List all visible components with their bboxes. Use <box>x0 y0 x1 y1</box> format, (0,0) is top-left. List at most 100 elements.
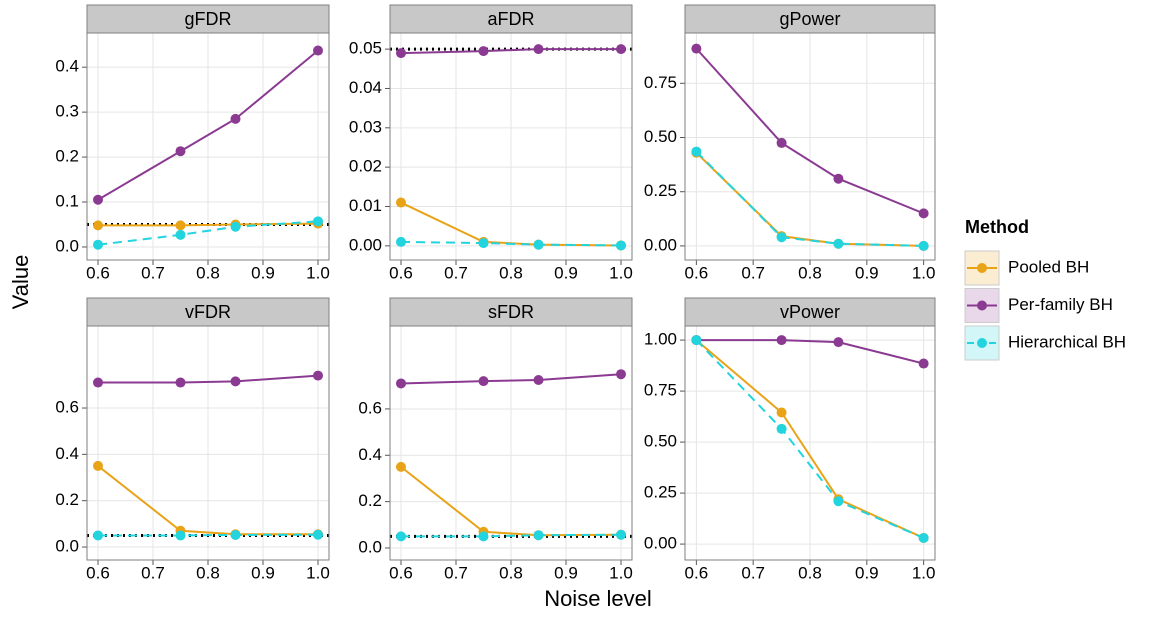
data-point <box>93 460 103 471</box>
x-tick-label: 0.6 <box>86 563 110 582</box>
x-tick-label: 1.0 <box>912 263 936 282</box>
data-point <box>616 529 626 540</box>
legend-label: Pooled BH <box>1008 257 1089 276</box>
x-tick-label: 0.8 <box>196 563 220 582</box>
data-point <box>616 44 626 55</box>
data-point <box>533 374 544 385</box>
data-point <box>396 531 406 542</box>
data-point <box>313 370 323 381</box>
y-tick-label: 0.75 <box>644 381 677 400</box>
panel-border <box>389 325 633 561</box>
x-tick-label: 0.7 <box>444 263 468 282</box>
x-tick-label: 0.7 <box>741 263 765 282</box>
series-line <box>97 220 319 246</box>
y-tick-label: 0.4 <box>55 57 79 76</box>
series-line <box>695 47 925 215</box>
x-tick-label: 0.9 <box>251 563 275 582</box>
data-point <box>93 194 103 205</box>
y-tick-label: 0.6 <box>358 398 382 417</box>
strip <box>86 297 330 327</box>
x-tick-label: 1.0 <box>609 263 633 282</box>
legend-point <box>977 300 987 311</box>
series-line <box>98 533 319 537</box>
x-tick-label: 0.9 <box>855 263 879 282</box>
panel-title: vPower <box>780 302 840 322</box>
x-tick-label: 0.6 <box>389 263 413 282</box>
data-point <box>478 238 489 249</box>
data-point <box>776 335 787 346</box>
data-point <box>175 220 186 231</box>
x-tick-label: 1.0 <box>912 563 936 582</box>
panel-border <box>684 32 936 261</box>
data-point <box>616 369 626 380</box>
series-line <box>400 48 621 55</box>
panel-title: sFDR <box>488 302 534 322</box>
data-point <box>230 113 241 124</box>
series-line <box>98 374 319 384</box>
x-tick-label: 0.7 <box>741 563 765 582</box>
y-tick-label: 0.03 <box>349 117 382 136</box>
x-tick-label: 0.6 <box>86 263 110 282</box>
series-line <box>97 465 318 536</box>
panel-border <box>86 325 330 561</box>
data-point <box>313 529 323 540</box>
series-line <box>97 49 319 201</box>
y-axis-title: Value <box>8 255 33 310</box>
y-tick-label: 0.4 <box>55 444 79 463</box>
x-tick-label: 0.6 <box>389 563 413 582</box>
panel-border <box>684 325 936 561</box>
data-point <box>396 48 406 59</box>
x-tick-label: 0.8 <box>798 563 822 582</box>
data-point <box>918 240 929 251</box>
data-point <box>833 173 844 184</box>
data-point <box>833 337 844 348</box>
x-tick-label: 0.8 <box>196 263 220 282</box>
data-point <box>230 376 241 387</box>
strip <box>86 4 330 34</box>
y-tick-label: 0.25 <box>644 181 677 200</box>
data-point <box>776 423 787 434</box>
data-point <box>691 335 702 346</box>
data-point <box>175 530 186 541</box>
data-point <box>396 461 406 472</box>
strip <box>389 4 633 34</box>
data-point <box>396 378 406 389</box>
x-tick-label: 0.8 <box>499 563 523 582</box>
x-tick-label: 1.0 <box>306 563 330 582</box>
data-point <box>230 221 241 232</box>
y-tick-label: 0.0 <box>55 537 79 556</box>
y-tick-label: 0.00 <box>644 235 677 254</box>
data-point <box>175 377 186 388</box>
series-line <box>695 150 924 247</box>
x-tick-label: 0.9 <box>855 563 879 582</box>
y-tick-label: 0.2 <box>55 147 79 166</box>
y-tick-label: 0.3 <box>55 102 79 121</box>
x-tick-label: 0.8 <box>499 263 523 282</box>
y-tick-label: 0.00 <box>349 235 382 254</box>
y-tick-label: 0.1 <box>55 191 79 210</box>
y-tick-label: 0.01 <box>349 196 382 215</box>
x-tick-label: 0.9 <box>251 263 275 282</box>
data-point <box>918 358 929 369</box>
data-point <box>691 43 702 54</box>
x-tick-label: 0.7 <box>444 563 468 582</box>
series-line <box>400 240 622 247</box>
data-point <box>533 44 544 55</box>
data-point <box>175 146 186 157</box>
data-point <box>833 496 844 507</box>
data-point <box>533 530 544 541</box>
legend-point <box>977 263 987 273</box>
x-tick-label: 0.6 <box>685 263 709 282</box>
strip <box>684 4 936 34</box>
legend-point <box>977 338 987 348</box>
data-point <box>776 232 787 243</box>
y-tick-label: 0.50 <box>644 432 677 451</box>
data-point <box>776 407 787 418</box>
data-point <box>776 137 787 148</box>
series-line <box>401 533 622 538</box>
y-tick-label: 0.50 <box>644 127 677 146</box>
legend-label: Per-family BH <box>1008 295 1113 314</box>
data-point <box>918 208 929 219</box>
x-tick-label: 1.0 <box>609 563 633 582</box>
